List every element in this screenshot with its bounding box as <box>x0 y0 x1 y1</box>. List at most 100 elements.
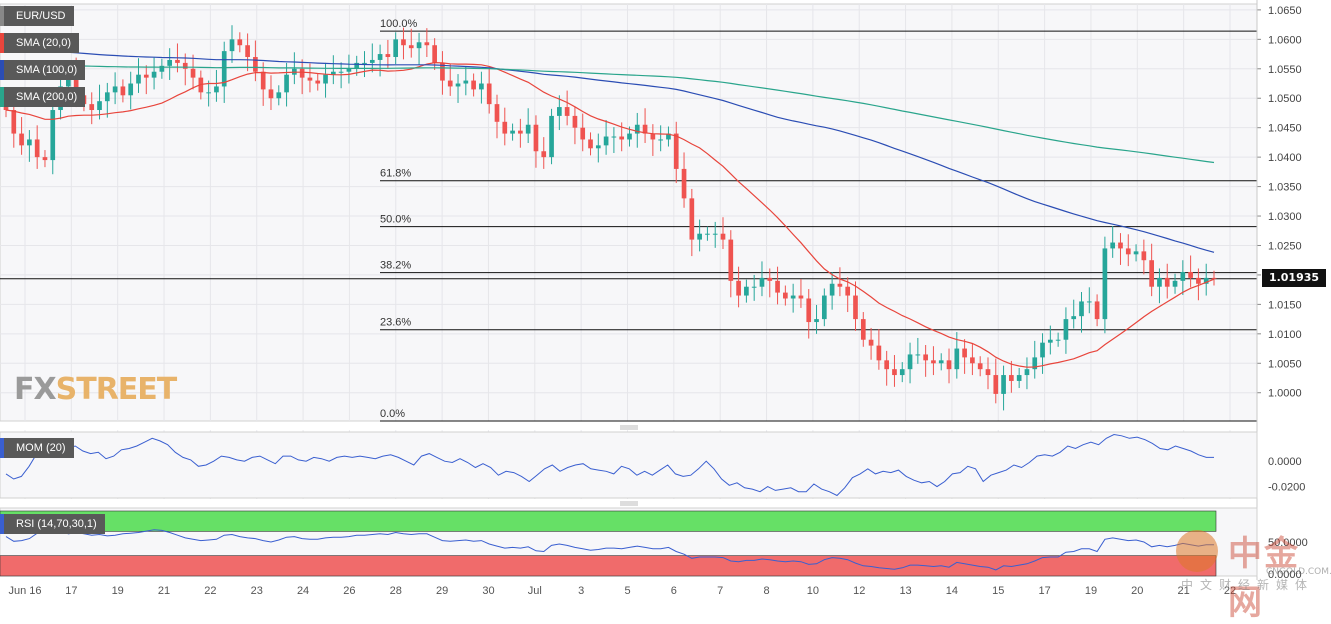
candle-body <box>143 74 149 78</box>
candle-body <box>27 139 32 146</box>
candle-body <box>73 71 79 96</box>
sma100-legend[interactable]: SMA (100,0) <box>0 60 86 80</box>
chart-canvas[interactable]: 1.0650 1.0600 1.0550 1.0500 1.0450 1.0400 1.03… <box>0 0 1331 602</box>
mom-legend[interactable]: MOM (20) <box>0 438 74 458</box>
candle-body <box>128 83 134 96</box>
sma100-line <box>5 45 1215 253</box>
candle-body <box>728 239 734 281</box>
candle-body <box>1164 277 1170 287</box>
y-tick-label: 1.0550 <box>1268 64 1302 76</box>
candle-body <box>416 42 422 49</box>
candle-body <box>876 345 882 361</box>
y-tick-label: 1.0050 <box>1268 358 1302 370</box>
sma20-legend[interactable]: SMA (20,0) <box>0 33 80 53</box>
fib-label: 50.0% <box>380 214 411 226</box>
candle-body <box>284 74 289 93</box>
pane-splitter <box>620 425 638 430</box>
candle-body <box>744 286 749 296</box>
candle-body <box>759 277 765 287</box>
candle-body <box>697 233 702 240</box>
momentum-pane: 0.0000 -0.0200 <box>0 431 1305 499</box>
candle-body <box>34 139 40 158</box>
candle-body <box>1102 248 1108 320</box>
candle-body <box>549 115 554 158</box>
fib-label: 0.0% <box>380 408 405 420</box>
fib-label: 23.6% <box>380 317 411 329</box>
candle-body <box>1180 271 1186 281</box>
candle-body <box>182 62 188 69</box>
candle-body <box>915 354 921 356</box>
x-tick-label: 17 <box>1038 585 1050 597</box>
x-tick-label: Jun 16 <box>8 585 41 597</box>
candle-body <box>564 107 570 116</box>
x-tick-label: 20 <box>1131 585 1143 597</box>
x-tick-label: 6 <box>671 585 677 597</box>
x-tick-label: 23 <box>251 585 263 597</box>
candle-body <box>19 133 24 146</box>
logo-fx-text: FX <box>14 372 57 407</box>
candle-body <box>159 65 165 72</box>
candle-body <box>845 286 851 296</box>
candle-body <box>89 104 95 111</box>
candle-body <box>1118 242 1123 249</box>
x-tick-label: 10 <box>807 585 819 597</box>
candle-body <box>790 295 796 299</box>
candle-body <box>767 277 773 281</box>
x-tick-label: 13 <box>899 585 911 597</box>
x-tick-label: 28 <box>390 585 402 597</box>
candle-body <box>1079 301 1084 317</box>
rsi-tick-label: 50.0000 <box>1268 537 1308 549</box>
candle-body <box>471 80 476 90</box>
y-tick-label: 1.0450 <box>1268 123 1302 135</box>
rsi-overbought-zone <box>0 510 1217 532</box>
candle-body <box>946 360 952 370</box>
candle-body <box>814 319 819 323</box>
candle-body <box>136 74 141 84</box>
candle-body <box>393 39 399 58</box>
candle-body <box>463 80 469 84</box>
y-tick-label: 1.0100 <box>1268 329 1302 341</box>
candle-body <box>307 77 313 81</box>
candle-body <box>1086 301 1092 303</box>
candle-body <box>829 283 835 296</box>
x-tick-label: 19 <box>1085 585 1097 597</box>
candle-body <box>541 151 547 158</box>
candle-body <box>354 62 360 69</box>
candle-body <box>1172 280 1178 287</box>
rsi-legend[interactable]: RSI (14,70,30,1) <box>0 514 105 534</box>
candle-body <box>1157 277 1162 287</box>
candle-body <box>985 369 991 376</box>
candle-body <box>276 92 282 99</box>
y-tick-label: 1.0650 <box>1268 5 1302 17</box>
candle-body <box>120 86 126 96</box>
y-tick-label: 1.0400 <box>1268 152 1302 164</box>
candle-body <box>572 115 578 128</box>
candle-body <box>938 360 944 364</box>
candle-body <box>970 357 975 364</box>
candle-body <box>595 145 601 149</box>
sma200-legend[interactable]: SMA (200,0) <box>0 87 86 107</box>
candle-body <box>50 110 56 161</box>
candle-body <box>1071 316 1077 320</box>
candle-body <box>424 42 430 46</box>
x-tick-label: 29 <box>436 585 448 597</box>
candle-body <box>1133 251 1139 255</box>
candle-body <box>1141 251 1147 261</box>
candle-body <box>455 83 461 87</box>
candle-body <box>315 80 321 84</box>
candle-body <box>907 354 913 370</box>
candle-body <box>751 286 757 288</box>
y-tick-label: 1.0600 <box>1268 34 1302 46</box>
mom-tick-label: -0.0200 <box>1268 482 1305 494</box>
candle-body <box>190 68 196 78</box>
candle-body <box>502 121 508 134</box>
fib-label: 38.2% <box>380 260 411 272</box>
candle-body <box>385 54 391 58</box>
candle-body <box>253 57 258 72</box>
candle-body <box>736 280 741 296</box>
sma20-line <box>5 61 1215 368</box>
candle-body <box>821 295 827 320</box>
candle-body <box>884 360 890 370</box>
candle-body <box>899 369 905 376</box>
symbol-legend[interactable]: EUR/USD <box>0 6 74 26</box>
